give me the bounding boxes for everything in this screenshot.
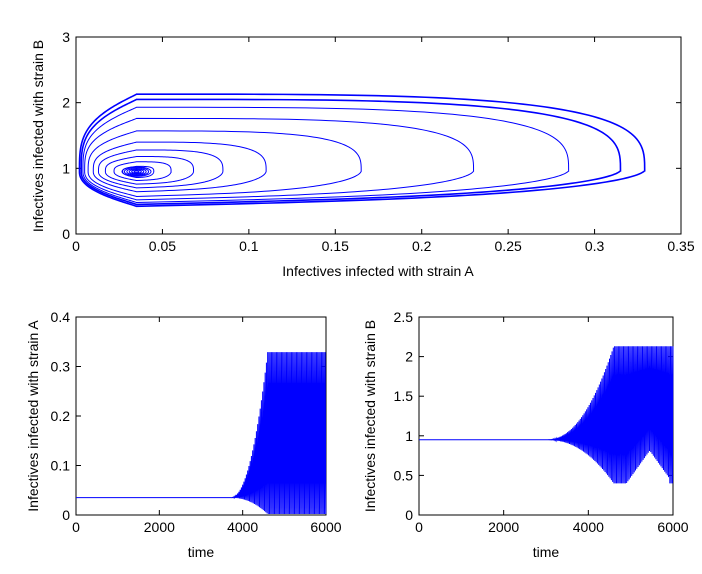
y-tick-label: 0.2 — [51, 408, 71, 424]
phase-x-axis-label: Infectives infected with strain A — [282, 263, 474, 279]
x-tick-label: 0 — [72, 238, 80, 254]
phase-plot-orbits — [78, 93, 646, 208]
phase-plot: 0 0.05 0.1 0.15 0.2 0.25 0.3 0.35 0 1 2 3 Infective… — [30, 29, 695, 279]
x-tick-label: 2000 — [144, 519, 175, 535]
phase-orbit — [104, 156, 195, 185]
x-tick-label: 2000 — [488, 519, 519, 535]
x-tick-label: 0 — [72, 519, 80, 535]
phase-core-orbit — [126, 167, 147, 176]
time-series-line — [419, 346, 674, 484]
x-tick-label: 6000 — [310, 519, 341, 535]
x-tick-label: 6000 — [657, 519, 688, 535]
phase-orbit — [80, 98, 622, 206]
phase-core-orbit — [121, 166, 152, 177]
x-tick-label: 4000 — [227, 519, 258, 535]
x-tick-label: 0.2 — [412, 238, 432, 254]
x-tick-label: 0.05 — [149, 238, 176, 254]
x-tick-label: 0.15 — [322, 238, 349, 254]
y-tick-label: 3 — [62, 29, 70, 45]
y-tick-label: 0 — [62, 226, 70, 242]
x-tick-label: 0.25 — [495, 238, 522, 254]
strain-b-x-axis-label: time — [533, 544, 560, 560]
strain-a-y-axis-label: Infectives infected with strain A — [25, 320, 41, 512]
y-tick-label: 1.5 — [394, 388, 414, 404]
x-tick-label: 0.1 — [239, 238, 259, 254]
strain-a-ticks: 0 2000 4000 6000 0 0.1 0.2 0.3 0.4 — [51, 309, 342, 535]
phase-orbit — [87, 130, 362, 197]
y-tick-label: 1 — [62, 160, 70, 176]
strain-b-y-axis-label: Infectives infected with strain B — [362, 320, 378, 512]
strain-b-time-plot: 0 2000 4000 6000 0 0.5 1 1.5 2 2.5 time Infective… — [362, 309, 689, 560]
y-tick-label: 0.3 — [51, 359, 71, 375]
phase-core-orbit — [128, 168, 145, 175]
phase-orbit — [92, 141, 267, 193]
phase-y-axis-label: Infectives infected with strain B — [30, 40, 46, 232]
phase-core-orbit — [123, 167, 150, 177]
phase-orbit — [113, 161, 172, 182]
x-tick-label: 0.3 — [585, 238, 605, 254]
phase-core-orbit — [133, 170, 140, 173]
strain-a-x-axis-label: time — [188, 544, 215, 560]
x-tick-label: 4000 — [573, 519, 604, 535]
phase-orbit — [78, 93, 646, 208]
phase-orbit — [97, 149, 224, 189]
x-tick-label: 0 — [415, 519, 423, 535]
strain-a-time-plot: 0 2000 4000 6000 0 0.1 0.2 0.3 0.4 time Infectiv… — [25, 309, 342, 560]
strain-a-series — [76, 352, 327, 515]
phase-plot-frame — [75, 36, 682, 235]
strain-b-ticks: 0 2000 4000 6000 0 0.5 1 1.5 2 2.5 — [394, 309, 689, 535]
x-tick-label: 0.35 — [667, 238, 694, 254]
y-tick-label: 1 — [405, 428, 413, 444]
y-tick-label: 2.5 — [394, 309, 414, 325]
y-tick-label: 0.4 — [51, 309, 71, 325]
phase-plot-ticks: 0 0.05 0.1 0.15 0.2 0.25 0.3 0.35 0 1 2 3 — [62, 29, 695, 254]
phase-orbit — [82, 106, 570, 204]
y-tick-label: 2 — [405, 349, 413, 365]
strain-b-series — [419, 346, 674, 484]
phase-orbit — [122, 165, 155, 179]
time-series-line — [76, 352, 327, 515]
y-tick-label: 0.5 — [394, 467, 414, 483]
y-tick-label: 0 — [405, 507, 413, 523]
phase-core-orbit — [131, 169, 142, 174]
y-tick-label: 0 — [62, 507, 70, 523]
y-tick-label: 2 — [62, 95, 70, 111]
phase-orbit — [84, 117, 475, 201]
y-tick-label: 0.1 — [51, 458, 71, 474]
